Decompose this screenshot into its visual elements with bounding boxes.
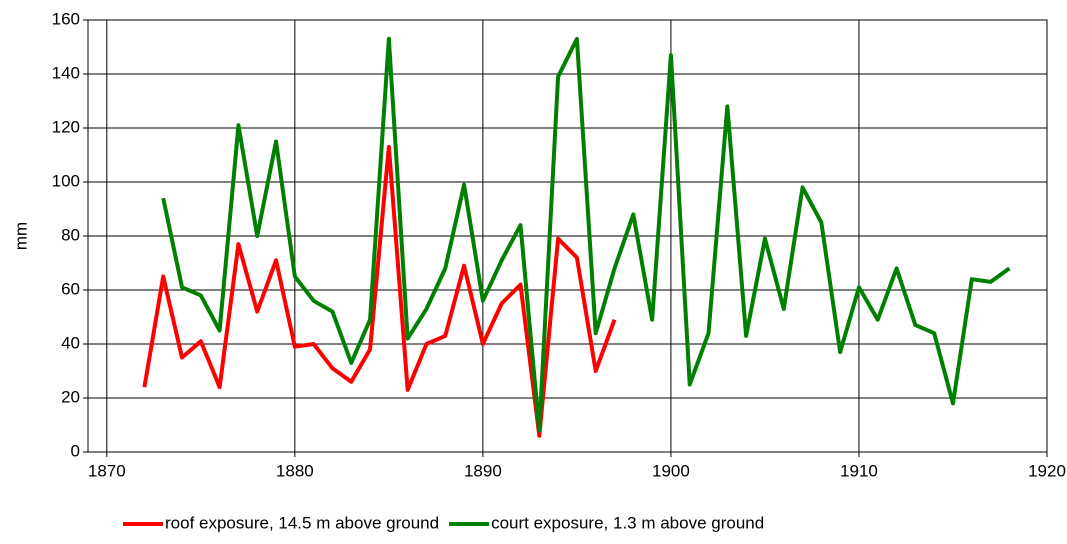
y-axis-label: mm xyxy=(11,222,30,250)
y-tick-label: 0 xyxy=(71,441,80,460)
plot-frame xyxy=(87,19,1048,453)
series-line xyxy=(161,36,1011,433)
x-tick-label: 1900 xyxy=(652,461,690,480)
y-tick-label: 140 xyxy=(52,63,80,82)
x-tick-label: 1870 xyxy=(88,461,126,480)
y-tick-label: 40 xyxy=(61,333,80,352)
legend-label: roof exposure, 14.5 m above ground xyxy=(165,513,439,532)
y-tick-label: 60 xyxy=(61,279,80,298)
x-tick-label: 1910 xyxy=(840,461,878,480)
x-tick-label: 1880 xyxy=(276,461,314,480)
y-tick-label: 20 xyxy=(61,387,80,406)
y-tick-label: 100 xyxy=(52,171,80,190)
y-tick-label: 80 xyxy=(61,225,80,244)
y-tick-label: 160 xyxy=(52,9,80,28)
x-tick-label: 1890 xyxy=(464,461,502,480)
legend-label: court exposure, 1.3 m above ground xyxy=(491,513,764,532)
y-tick-label: 120 xyxy=(52,117,80,136)
x-tick-label: 1920 xyxy=(1028,461,1066,480)
